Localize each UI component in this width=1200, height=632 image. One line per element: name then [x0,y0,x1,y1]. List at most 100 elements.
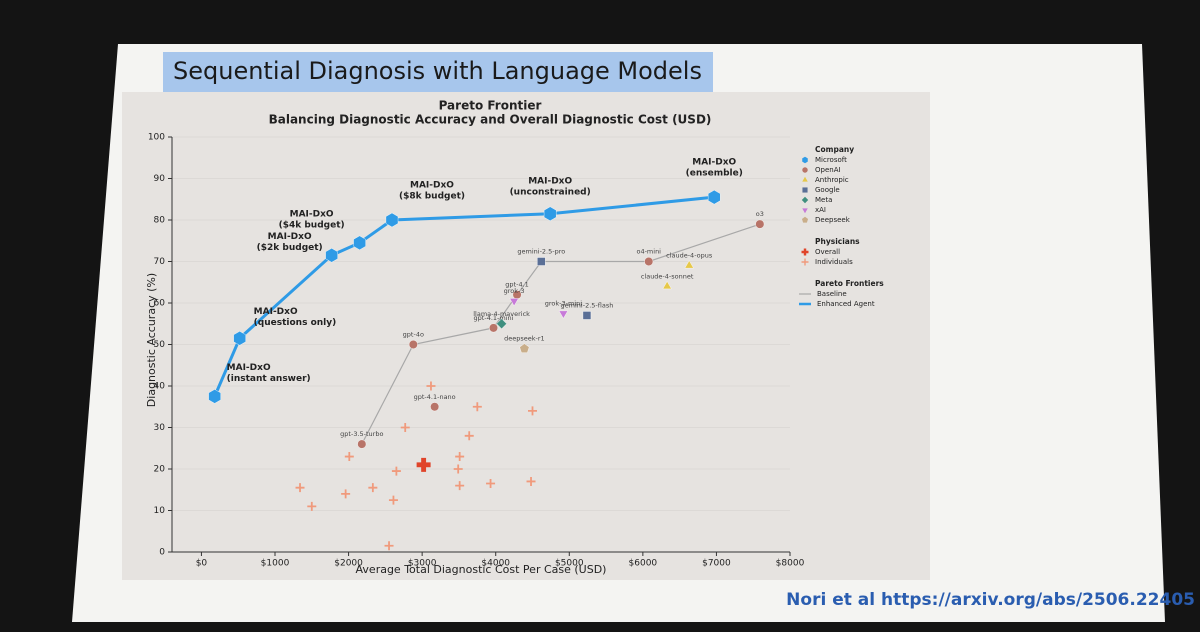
point [802,156,808,164]
x-tick-label: $6000 [629,559,658,569]
legend-label: Meta [815,196,832,204]
legend-label: Deepseek [815,216,851,224]
point [496,318,507,330]
point [341,489,351,499]
x-tick-label: $3000 [408,559,437,569]
point-label: gemini-2.5-pro [517,248,565,256]
legend-label: OpenAI [815,166,841,174]
point [416,457,431,472]
point [353,235,366,251]
point-label: o4-mini [636,248,661,256]
point [582,311,592,320]
point [644,257,654,266]
chart-panel [122,92,930,580]
point-label: deepseek-r1 [504,335,545,343]
point [344,452,354,462]
point [558,310,569,319]
point [489,323,498,333]
point-label: gemini-2.5-flash [561,301,614,309]
point [528,406,537,416]
point [233,331,246,346]
y-tick-label: 10 [154,506,166,516]
point [707,189,721,205]
point-label: MAI-DxO [268,232,312,242]
point [464,431,474,441]
point [519,343,530,353]
point [802,187,808,193]
point [684,260,694,269]
point-label: claude-4-sonnet [641,272,694,280]
y-tick-label: 20 [154,465,166,475]
point-label: MAI-DxO [410,181,454,191]
point-label: grok-3 [504,287,525,295]
point [662,280,672,290]
legend-label: Google [815,186,840,194]
citation: Nori et al https://arxiv.org/abs/2506.22… [786,590,1195,610]
point-label: grok-3-mini [545,299,582,307]
point-label: MAI-DxO [290,209,334,219]
point-label: o3 [756,210,764,218]
point [357,439,367,449]
x-tick-label: $8000 [776,559,805,569]
point [384,541,394,551]
legend-label: xAI [815,206,826,214]
legend-title: Company [815,145,854,154]
point [455,481,465,491]
y-axis-label: Diagnostic Accuracy (%) [145,273,158,407]
legend-label: Anthropic [815,176,849,184]
point [325,248,338,263]
point-label: gpt-4.1-nano [414,393,456,401]
y-tick-label: 70 [154,257,166,267]
point [453,464,463,474]
point-label: ($2k budget) [257,243,323,253]
point-label: gpt-4.1 [505,281,528,289]
x-tick-label: $1000 [261,559,290,569]
point [801,248,809,256]
point [385,212,399,228]
point [208,389,221,404]
point [801,216,809,223]
x-tick-label: $7000 [702,559,731,569]
x-tick-label: $2000 [334,559,363,569]
point-label: gpt-3.5-turbo [340,430,383,438]
point [426,381,436,391]
point [391,466,401,476]
legend-label: Enhanced Agent [817,300,875,308]
y-tick-label: 50 [154,340,166,350]
point-label: llama-4-maverick [473,310,530,318]
legend-label: Baseline [817,290,847,298]
point [455,452,465,462]
point-label: MAI-DxO [227,363,271,373]
point-label: gpt-4.1-mini [474,314,514,322]
x-tick-label: $4000 [481,559,510,569]
legend-label: Microsoft [815,156,847,164]
point [486,479,496,489]
point [801,196,809,204]
point [543,206,557,222]
point [802,208,808,214]
point [755,219,765,229]
title-box [163,52,713,92]
y-tick-label: 90 [154,174,166,184]
point [430,402,440,412]
slide-title: Sequential Diagnosis with Language Model… [173,57,702,85]
point-label: (unconstrained) [510,187,591,197]
point [408,340,418,349]
y-tick-label: 60 [154,299,166,309]
point-label: MAI-DxO [692,158,736,168]
point [368,483,378,493]
point [537,257,546,266]
point [472,402,482,412]
point-label: gpt-4o [403,331,424,339]
x-tick-label: $5000 [555,559,584,569]
point-label: (questions only) [254,318,337,328]
point-label: (instant answer) [227,374,311,384]
y-tick-label: 100 [148,133,165,143]
chart-subtitle: Balancing Diagnostic Accuracy and Overal… [269,113,712,127]
point [509,298,519,307]
point-label: ($8k budget) [399,192,465,202]
legend-title: Pareto Frontiers [815,279,884,288]
point-label: claude-4-opus [666,252,713,260]
